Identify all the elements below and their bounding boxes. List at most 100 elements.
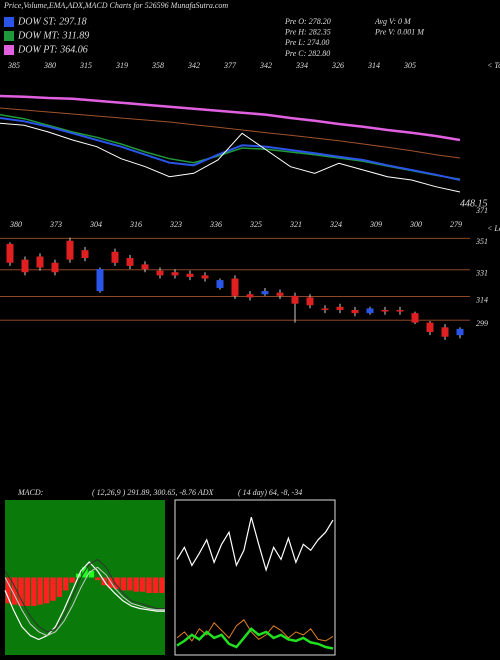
candle-body: [126, 258, 134, 266]
tops-label: < Tops: [487, 61, 500, 70]
info-text: Pre L: 274.00: [284, 38, 329, 47]
info-text: Pre V: 0.001 M: [374, 28, 425, 37]
top-label: 315: [79, 61, 92, 70]
series-line: [4, 561, 165, 641]
date-label: 279: [450, 220, 462, 229]
date-label: 304: [89, 220, 102, 229]
date-label: 325: [249, 220, 262, 229]
y-tick-label: 299: [476, 319, 488, 328]
top-label: 358: [151, 61, 164, 70]
candle-body: [306, 297, 314, 306]
candle-body: [141, 264, 149, 270]
date-label: 373: [49, 220, 62, 229]
series-line: [0, 107, 461, 159]
macd-bar: [69, 577, 75, 583]
macd-bar: [24, 577, 31, 606]
macd-bar: [146, 577, 152, 593]
legend-swatch: [4, 17, 14, 27]
candle-body: [336, 306, 344, 310]
legend-label: DOW ST: 297.18: [17, 16, 87, 27]
candle-body: [111, 251, 119, 263]
candle-body: [456, 328, 464, 336]
candle-body: [171, 272, 179, 276]
legend-swatch: [4, 45, 14, 55]
candle-body: [6, 243, 14, 263]
adx-text: ( 14 day) 64, -8, -34: [238, 488, 302, 497]
series-line: [0, 122, 461, 193]
legend-label: DOW MT: 311.89: [17, 30, 89, 41]
series-line: [176, 619, 334, 642]
series-line: [4, 558, 165, 633]
macd-bar: [133, 577, 139, 592]
candle-body: [21, 259, 29, 273]
macd-bar: [31, 577, 37, 606]
candle-body: [66, 240, 74, 260]
macd-bar: [95, 577, 101, 581]
series-line: [0, 94, 461, 142]
legend-swatch: [4, 31, 14, 41]
candle-body: [261, 291, 269, 295]
top-label: 342: [259, 61, 272, 70]
y-tick-label: 314: [475, 295, 488, 304]
candle-body: [246, 294, 254, 298]
candle-body: [216, 280, 224, 288]
macd-bar: [139, 577, 146, 592]
macd-bar: [82, 567, 88, 578]
candle-body: [201, 275, 209, 279]
date-label: 380: [9, 220, 22, 229]
candle-body: [36, 256, 44, 268]
info-text: Pre O: 278.20: [284, 17, 331, 26]
candle-body: [321, 308, 329, 310]
candle-body: [231, 278, 239, 296]
title: Price,Volume,EMA,ADX,MACD Charts for 526…: [3, 1, 228, 10]
candle-body: [426, 322, 434, 333]
macd-bar: [127, 577, 133, 591]
legend-label: DOW PT: 364.06: [17, 44, 88, 55]
date-label: 323: [169, 220, 182, 229]
series-line: [176, 516, 334, 573]
series-line: [176, 627, 334, 650]
macd-text: ( 12,26,9 ) 291.89, 300.65, -8.76 ADX: [92, 488, 215, 497]
macd-bar: [114, 577, 120, 590]
info-text: Avg V: 0 M: [374, 17, 412, 26]
top-label: 377: [223, 61, 237, 70]
top-label: 314: [367, 61, 380, 70]
macd-bar: [18, 577, 24, 606]
top-label: 326: [331, 61, 344, 70]
macd-bar: [43, 577, 50, 604]
top-label: 305: [403, 61, 416, 70]
top-label: 342: [187, 61, 200, 70]
candle-body: [81, 250, 89, 259]
candle-body: [411, 313, 419, 323]
info-text: Pre C: 282.80: [284, 49, 330, 58]
macd-bar: [50, 577, 56, 601]
y-tick-label: 351: [475, 237, 488, 246]
macd-bar: [159, 577, 165, 593]
date-label: 336: [209, 220, 222, 229]
macd-bar: [56, 577, 63, 597]
date-label: 316: [129, 220, 142, 229]
info-text: Pre H: 282.35: [284, 28, 331, 37]
candle-body: [96, 269, 104, 292]
adx-frame: [174, 499, 336, 656]
candle-body: [366, 308, 374, 314]
top-label: 319: [115, 61, 128, 70]
date-label: 309: [369, 220, 382, 229]
date-label: 300: [409, 220, 422, 229]
macd-bar: [11, 577, 18, 605]
date-label: 321: [289, 220, 302, 229]
y-tick-label: 331: [475, 269, 488, 278]
candle-body: [351, 310, 359, 314]
candle-body: [291, 295, 299, 304]
top-label: 380: [43, 61, 56, 70]
top-label: 385: [7, 61, 20, 70]
macd-bar: [5, 577, 11, 604]
candle-body: [441, 327, 449, 337]
candle-body: [156, 270, 164, 276]
date-label: 324: [329, 220, 342, 229]
end-label: 371: [475, 206, 488, 215]
macd-bar: [88, 571, 95, 578]
end-label: 448.15: [460, 198, 488, 209]
